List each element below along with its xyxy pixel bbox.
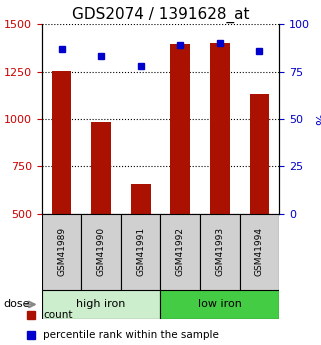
Bar (91, 122, 111, 214)
FancyBboxPatch shape (81, 214, 121, 290)
FancyBboxPatch shape (42, 214, 81, 290)
Text: GSM41990: GSM41990 (97, 227, 106, 276)
Text: low iron: low iron (198, 299, 242, 309)
Text: dose: dose (3, 299, 30, 309)
FancyBboxPatch shape (42, 290, 160, 319)
Bar (131, 184, 151, 214)
Bar (210, 43, 230, 214)
Y-axis label: %: % (316, 113, 321, 125)
Text: percentile rank within the sample: percentile rank within the sample (43, 330, 219, 339)
Text: GSM41991: GSM41991 (136, 227, 145, 276)
FancyBboxPatch shape (200, 214, 240, 290)
Bar (170, 44, 190, 214)
Text: count: count (43, 310, 73, 320)
FancyBboxPatch shape (121, 214, 160, 290)
FancyBboxPatch shape (160, 290, 279, 319)
Title: GDS2074 / 1391628_at: GDS2074 / 1391628_at (72, 7, 249, 23)
Bar (52, 71, 71, 214)
Text: GSM41989: GSM41989 (57, 227, 66, 276)
FancyBboxPatch shape (160, 214, 200, 290)
Text: GSM41993: GSM41993 (215, 227, 224, 276)
FancyBboxPatch shape (240, 214, 279, 290)
Text: high iron: high iron (76, 299, 126, 309)
Text: GSM41994: GSM41994 (255, 227, 264, 276)
Text: GSM41992: GSM41992 (176, 227, 185, 276)
Bar (249, 95, 269, 214)
